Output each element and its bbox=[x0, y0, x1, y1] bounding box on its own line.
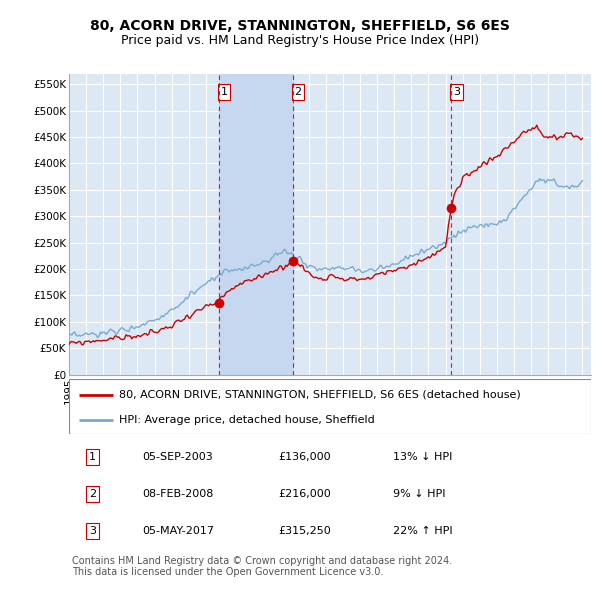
Bar bbox=[219, 74, 293, 375]
Text: £216,000: £216,000 bbox=[278, 489, 331, 499]
Text: 08-FEB-2008: 08-FEB-2008 bbox=[142, 489, 214, 499]
Text: 05-MAY-2017: 05-MAY-2017 bbox=[142, 526, 214, 536]
Text: 9% ↓ HPI: 9% ↓ HPI bbox=[392, 489, 445, 499]
Text: £315,250: £315,250 bbox=[278, 526, 331, 536]
Text: £136,000: £136,000 bbox=[278, 453, 331, 463]
Text: 2: 2 bbox=[89, 489, 96, 499]
Text: 3: 3 bbox=[89, 526, 96, 536]
Text: 22% ↑ HPI: 22% ↑ HPI bbox=[392, 526, 452, 536]
Text: Contains HM Land Registry data © Crown copyright and database right 2024.
This d: Contains HM Land Registry data © Crown c… bbox=[72, 556, 452, 578]
Text: 3: 3 bbox=[453, 87, 460, 97]
Text: 13% ↓ HPI: 13% ↓ HPI bbox=[392, 453, 452, 463]
Text: HPI: Average price, detached house, Sheffield: HPI: Average price, detached house, Shef… bbox=[119, 415, 374, 425]
Text: 80, ACORN DRIVE, STANNINGTON, SHEFFIELD, S6 6ES: 80, ACORN DRIVE, STANNINGTON, SHEFFIELD,… bbox=[90, 19, 510, 33]
Text: 1: 1 bbox=[89, 453, 96, 463]
FancyBboxPatch shape bbox=[69, 379, 591, 434]
Text: Price paid vs. HM Land Registry's House Price Index (HPI): Price paid vs. HM Land Registry's House … bbox=[121, 34, 479, 47]
Text: 2: 2 bbox=[295, 87, 302, 97]
Text: 80, ACORN DRIVE, STANNINGTON, SHEFFIELD, S6 6ES (detached house): 80, ACORN DRIVE, STANNINGTON, SHEFFIELD,… bbox=[119, 389, 520, 399]
Text: 1: 1 bbox=[220, 87, 227, 97]
Text: 05-SEP-2003: 05-SEP-2003 bbox=[142, 453, 213, 463]
